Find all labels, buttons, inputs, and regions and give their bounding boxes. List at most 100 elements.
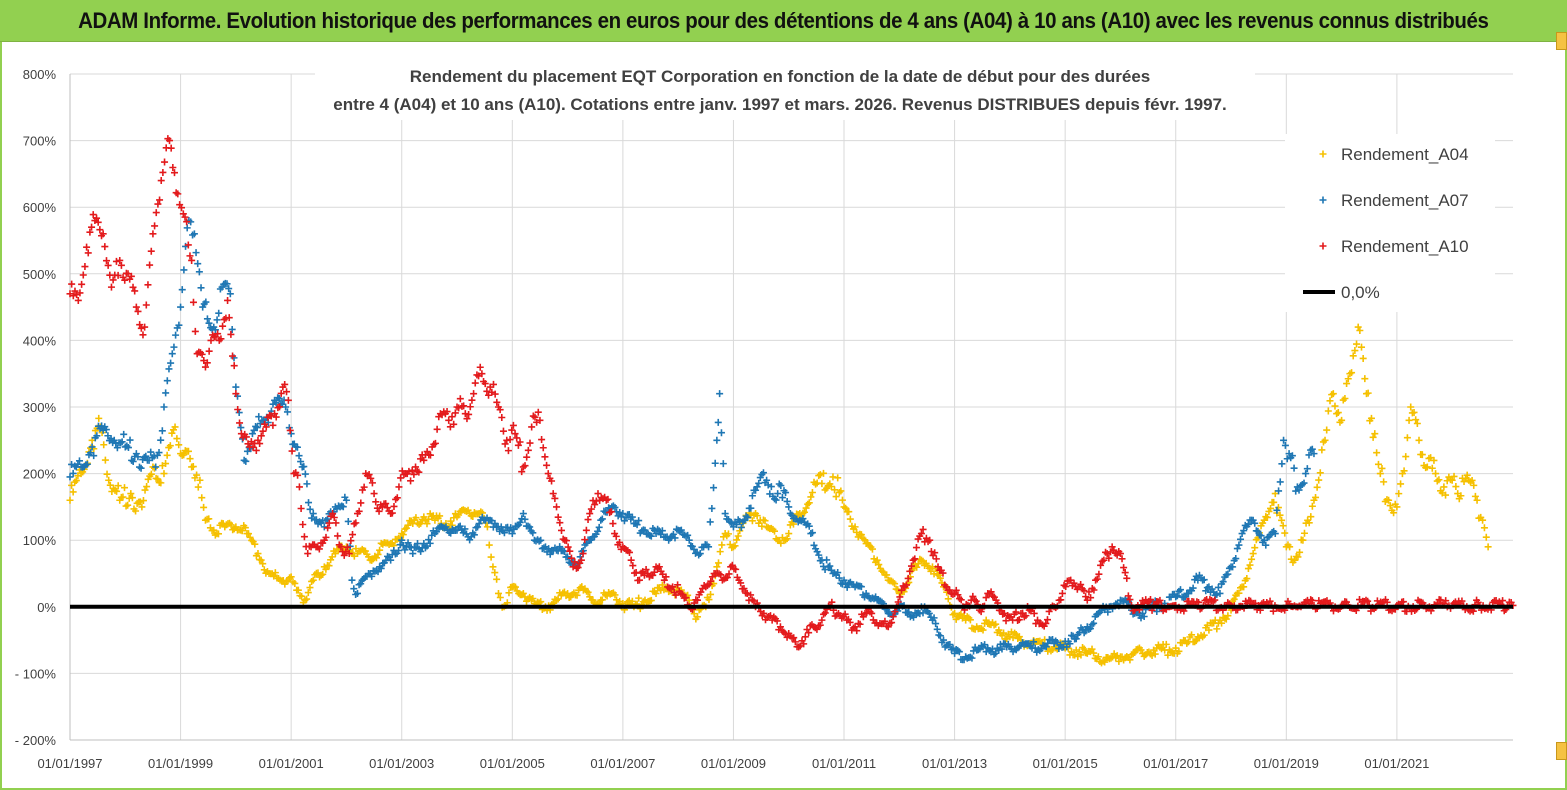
- data-point: [303, 595, 311, 603]
- data-point: [136, 498, 144, 506]
- data-point: [548, 477, 556, 485]
- data-point: [104, 261, 112, 269]
- data-point: [474, 523, 482, 531]
- data-point: [516, 518, 524, 526]
- data-point: [1148, 652, 1156, 660]
- data-point: [194, 483, 202, 491]
- data-point: [328, 553, 336, 561]
- data-point: [1262, 541, 1270, 549]
- data-point: [785, 530, 793, 538]
- data-point: [775, 480, 783, 488]
- data-point: [595, 523, 603, 531]
- legend-swatch-marker: [1319, 242, 1327, 250]
- data-point: [1088, 645, 1096, 653]
- data-point: [107, 435, 115, 443]
- data-point: [846, 618, 854, 626]
- data-point: [682, 594, 690, 602]
- data-point: [981, 641, 989, 649]
- data-point: [360, 483, 368, 491]
- legend-swatch-marker: [1319, 196, 1327, 204]
- data-point: [200, 357, 208, 365]
- data-point: [774, 490, 782, 498]
- data-point: [628, 597, 636, 605]
- data-point: [86, 228, 94, 236]
- data-point: [952, 586, 960, 594]
- data-point: [334, 532, 342, 540]
- data-point: [640, 571, 648, 579]
- data-point: [1080, 645, 1088, 653]
- data-point: [970, 647, 978, 655]
- data-point: [177, 303, 185, 311]
- data-point: [445, 416, 453, 424]
- data-point: [1233, 545, 1241, 553]
- data-point: [237, 424, 245, 432]
- data-point: [418, 515, 426, 523]
- data-point: [1090, 649, 1098, 657]
- data-point: [283, 408, 291, 416]
- data-point: [838, 496, 846, 504]
- data-point: [626, 548, 634, 556]
- data-point: [562, 537, 570, 545]
- data-point: [1244, 565, 1252, 573]
- data-point: [1240, 583, 1248, 591]
- data-point: [300, 463, 308, 471]
- data-point: [79, 271, 87, 279]
- data-point: [675, 587, 683, 595]
- data-point: [1348, 369, 1356, 377]
- data-point: [790, 634, 798, 642]
- data-point: [490, 380, 498, 388]
- data-point: [1276, 478, 1284, 486]
- data-point: [1049, 636, 1057, 644]
- data-point: [147, 247, 155, 255]
- data-point: [213, 316, 221, 324]
- data-point: [88, 223, 96, 231]
- data-point: [410, 470, 418, 478]
- data-point: [604, 495, 612, 503]
- data-point: [244, 530, 252, 538]
- data-point: [673, 525, 681, 533]
- data-point: [450, 420, 458, 428]
- data-point: [658, 527, 666, 535]
- data-point: [549, 490, 557, 498]
- data-point: [861, 536, 869, 544]
- data-point: [129, 457, 137, 465]
- data-point: [1218, 619, 1226, 627]
- data-point: [782, 489, 790, 497]
- data-point: [1270, 527, 1278, 535]
- data-point: [398, 536, 406, 544]
- data-point: [828, 598, 836, 606]
- data-point: [1097, 561, 1105, 569]
- data-point: [463, 415, 471, 423]
- data-point: [94, 218, 102, 226]
- data-point: [801, 508, 809, 516]
- data-point: [837, 487, 845, 495]
- data-point: [251, 540, 259, 548]
- data-point: [1015, 642, 1023, 650]
- data-point: [566, 547, 574, 555]
- data-point: [818, 616, 826, 624]
- data-point: [861, 593, 869, 601]
- data-point: [1124, 592, 1132, 600]
- data-point: [1303, 465, 1311, 473]
- data-point: [305, 499, 313, 507]
- data-point: [1341, 394, 1349, 402]
- x-tick-label: 01/01/2009: [701, 756, 766, 771]
- data-point: [255, 413, 263, 421]
- data-point: [211, 326, 219, 334]
- data-point: [717, 571, 725, 579]
- data-point: [505, 589, 513, 597]
- data-point: [184, 447, 192, 455]
- data-point: [159, 168, 167, 176]
- data-point: [447, 517, 455, 525]
- data-point: [834, 569, 842, 577]
- data-point: [1214, 583, 1222, 591]
- data-point: [229, 352, 237, 360]
- data-point: [1040, 622, 1048, 630]
- data-point: [374, 550, 382, 558]
- data-point: [531, 413, 539, 421]
- data-point: [191, 327, 199, 335]
- data-point: [616, 508, 624, 516]
- data-point: [88, 443, 96, 451]
- data-point: [1251, 519, 1259, 527]
